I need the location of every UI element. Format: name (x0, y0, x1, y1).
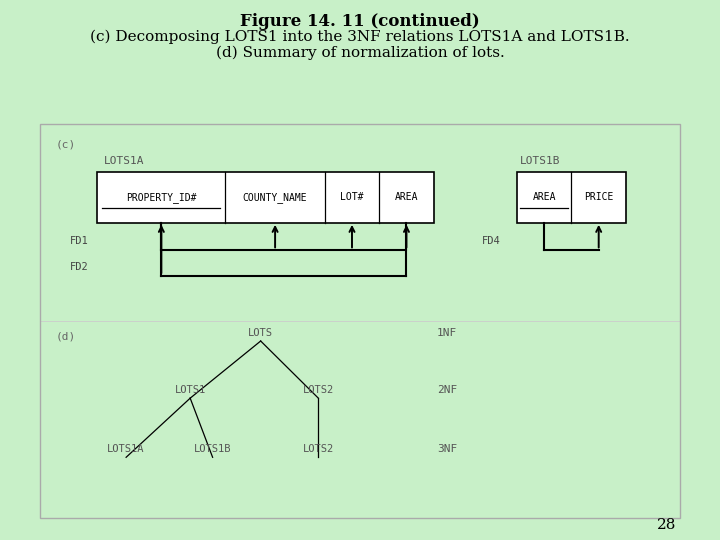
Text: PROPERTY_ID#: PROPERTY_ID# (126, 192, 197, 202)
Text: LOTS1B: LOTS1B (521, 156, 561, 166)
Text: AREA: AREA (533, 192, 556, 202)
Text: AREA: AREA (395, 192, 418, 202)
Text: FD2: FD2 (71, 262, 89, 272)
Text: 1NF: 1NF (437, 328, 457, 338)
FancyBboxPatch shape (97, 172, 433, 222)
Text: LOTS: LOTS (248, 328, 273, 338)
Text: LOTS1A: LOTS1A (107, 444, 145, 454)
FancyBboxPatch shape (517, 172, 626, 222)
Text: (c): (c) (55, 140, 76, 150)
Text: LOT#: LOT# (341, 192, 364, 202)
Text: 3NF: 3NF (437, 444, 457, 454)
Text: (c) Decomposing LOTS1 into the 3NF relations LOTS1A and LOTS1B.: (c) Decomposing LOTS1 into the 3NF relat… (90, 30, 630, 44)
Text: (d) Summary of normalization of lots.: (d) Summary of normalization of lots. (215, 46, 505, 60)
Text: PRICE: PRICE (584, 192, 613, 202)
Text: FD4: FD4 (482, 237, 500, 246)
Text: COUNTY_NAME: COUNTY_NAME (243, 192, 307, 202)
Text: LOTS1: LOTS1 (174, 385, 206, 395)
Text: (d): (d) (55, 331, 76, 341)
Text: LOTS2: LOTS2 (302, 385, 334, 395)
Text: 2NF: 2NF (437, 385, 457, 395)
Text: Figure 14. 11 (continued): Figure 14. 11 (continued) (240, 14, 480, 30)
Text: FD1: FD1 (71, 237, 89, 246)
Text: LOTS2: LOTS2 (302, 444, 334, 454)
Text: LOTS1B: LOTS1B (194, 444, 231, 454)
Text: 28: 28 (657, 518, 677, 532)
Text: LOTS1A: LOTS1A (104, 156, 144, 166)
